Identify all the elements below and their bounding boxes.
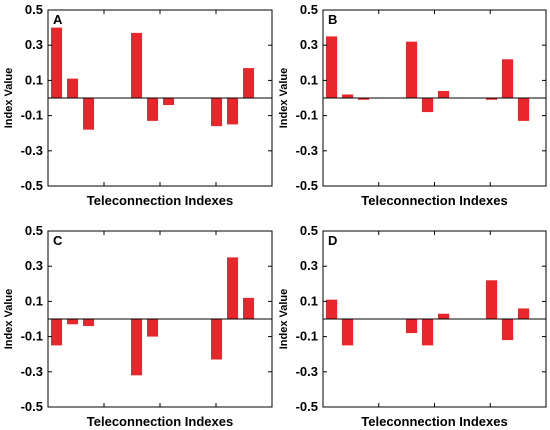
x-axis-label: Teleconnection Indexes (87, 193, 233, 208)
bar (243, 68, 254, 98)
y-tick-label: -0.1 (296, 108, 318, 123)
y-tick-label: 0.1 (300, 72, 318, 87)
chart-panel-a: 0.5 0.3 0.1 -0.1 -0.3 -0.5 A Teleconnection Ind… (3, 2, 273, 208)
bar (406, 319, 417, 334)
y-tick-label: 0.5 (25, 2, 43, 17)
bar (342, 319, 353, 346)
bar (227, 257, 238, 319)
y-tick-label: -0.3 (296, 143, 318, 158)
bar (211, 319, 222, 360)
bar (326, 299, 337, 319)
bar (243, 297, 254, 319)
bar (326, 36, 337, 98)
chart-panel-c: 0.5 0.3 0.1 -0.1 -0.3 -0.5 C Teleconnection Ind… (3, 223, 273, 429)
panel-label: A (53, 12, 63, 27)
y-tick-label: 0.5 (300, 2, 318, 17)
bar (83, 319, 94, 327)
bar (406, 41, 417, 98)
y-tick-label: -0.5 (296, 178, 318, 193)
x-axis-label: Teleconnection Indexes (361, 414, 507, 429)
bar (147, 319, 158, 337)
bar (486, 280, 497, 319)
y-tick-label: -0.3 (21, 143, 43, 158)
bar (211, 98, 222, 127)
bar (67, 78, 78, 98)
panel-label: B (328, 12, 337, 27)
panel-label: D (328, 233, 337, 248)
bar (422, 98, 433, 113)
y-tick-label: 0.3 (25, 37, 43, 52)
y-tick-label: -0.3 (21, 364, 43, 379)
bar (422, 319, 433, 346)
bar (131, 32, 142, 98)
y-axis-label: Index Value (278, 289, 290, 350)
y-tick-label: 0.3 (25, 258, 43, 273)
bar (502, 319, 513, 341)
bar (486, 98, 497, 100)
bar (502, 59, 513, 98)
bar (67, 319, 78, 325)
y-tick-label: -0.3 (296, 364, 318, 379)
y-axis-label: Index Value (278, 68, 290, 129)
y-tick-label: 0.3 (300, 37, 318, 52)
y-tick-label: -0.1 (21, 329, 43, 344)
bar (438, 313, 449, 319)
y-axis-label: Index Value (3, 289, 15, 350)
y-tick-label: -0.1 (296, 329, 318, 344)
bar (51, 27, 62, 99)
bar (163, 98, 174, 106)
x-axis-label: Teleconnection Indexes (87, 414, 233, 429)
bar (227, 98, 238, 125)
y-tick-label: 0.5 (300, 223, 318, 238)
y-tick-label: 0.3 (300, 258, 318, 273)
y-tick-label: 0.1 (25, 293, 43, 308)
y-tick-label: 0.1 (25, 72, 43, 87)
bar (131, 319, 142, 376)
x-axis-label: Teleconnection Indexes (361, 193, 507, 208)
y-tick-label: 0.1 (300, 293, 318, 308)
y-axis-label: Index Value (3, 68, 15, 129)
bar (518, 98, 529, 121)
chart-panel-d: 0.5 0.3 0.1 -0.1 -0.3 -0.5 D Teleconnection Ind… (278, 223, 547, 429)
y-tick-label: -0.1 (21, 108, 43, 123)
bar (83, 98, 94, 130)
bar (51, 319, 62, 346)
bar (438, 90, 449, 98)
bar (518, 308, 529, 319)
y-tick-label: 0.5 (25, 223, 43, 238)
panel-label: C (53, 233, 63, 248)
chart-panel-b: 0.5 0.3 0.1 -0.1 -0.3 -0.5 B Teleconnection Ind… (278, 2, 547, 208)
y-tick-label: -0.5 (21, 178, 43, 193)
bar (358, 98, 369, 100)
bar (147, 98, 158, 121)
y-tick-label: -0.5 (21, 399, 43, 414)
y-tick-label: -0.5 (296, 399, 318, 414)
bar (342, 94, 353, 98)
